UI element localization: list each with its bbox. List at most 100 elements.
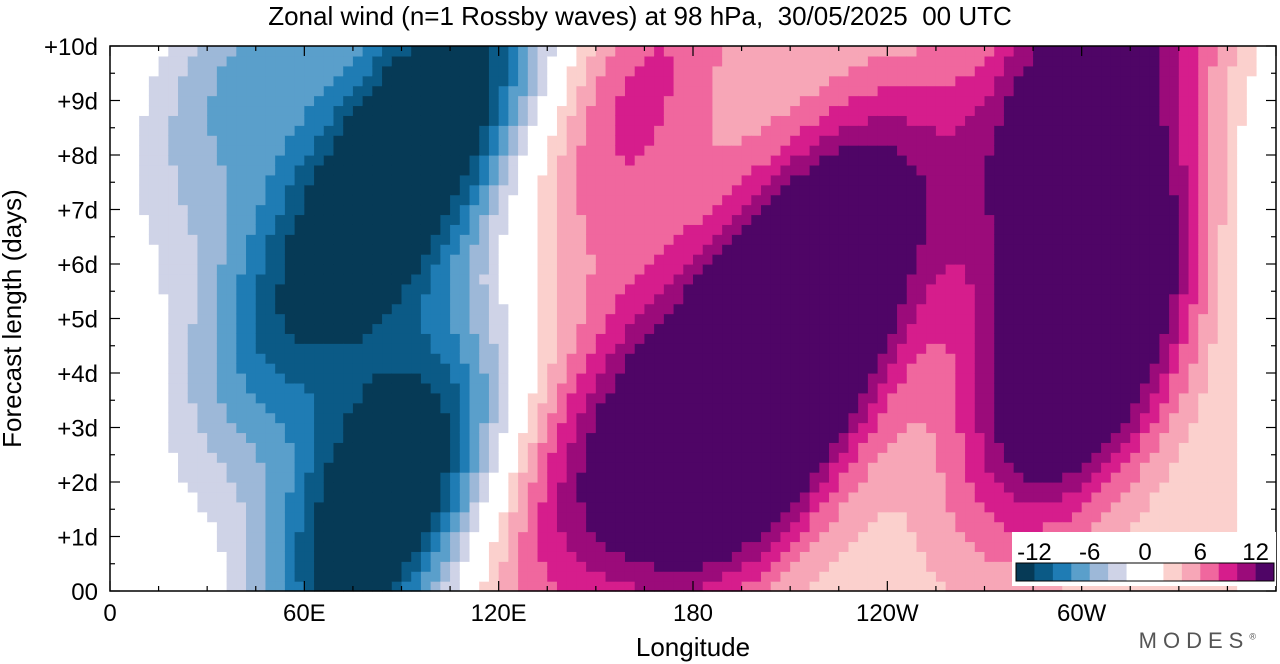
contour-cell <box>343 115 354 126</box>
contour-cell <box>644 55 655 67</box>
contour-cell <box>926 194 937 206</box>
contour-cell <box>362 115 373 126</box>
contour-cell <box>207 283 218 295</box>
contour-cell <box>547 254 558 265</box>
contour-cell <box>508 323 519 334</box>
contour-cell <box>877 46 888 57</box>
contour-cell <box>226 442 237 453</box>
contour-cell <box>304 85 315 97</box>
contour-cell <box>110 402 121 414</box>
contour-cell <box>945 135 956 146</box>
contour-cell <box>634 214 646 225</box>
contour-cell <box>148 531 160 543</box>
contour-cell <box>401 184 412 196</box>
contour-cell <box>984 511 995 523</box>
contour-cell <box>459 363 471 374</box>
contour-cell <box>955 452 966 463</box>
contour-cell <box>829 224 840 235</box>
contour-cell <box>372 283 383 295</box>
contour-cell <box>420 442 432 453</box>
contour-cell <box>255 174 267 186</box>
contour-cell <box>556 303 568 315</box>
contour-cell <box>576 343 587 354</box>
contour-cell <box>527 313 539 325</box>
contour-cell <box>187 155 199 166</box>
contour-cell <box>809 343 820 354</box>
contour-cell <box>187 501 199 513</box>
contour-cell <box>556 531 568 543</box>
contour-cell <box>216 412 228 424</box>
contour-cell <box>683 521 694 533</box>
contour-cell <box>809 135 820 146</box>
contour-cell <box>945 75 956 87</box>
contour-cell <box>906 353 918 364</box>
contour-cell <box>693 105 704 116</box>
contour-cell <box>362 145 373 156</box>
contour-cell <box>634 273 646 285</box>
contour-cell <box>207 551 218 562</box>
contour-cell <box>246 412 257 424</box>
contour-cell <box>683 145 694 156</box>
contour-cell <box>984 135 995 146</box>
contour-cell <box>148 442 160 453</box>
contour-cell <box>372 224 383 235</box>
contour-cell <box>469 95 480 107</box>
contour-cell <box>401 561 412 572</box>
contour-cell <box>216 313 228 325</box>
contour-cell <box>566 353 577 364</box>
contour-cell <box>634 531 646 543</box>
contour-cell <box>178 214 189 225</box>
contour-cell <box>722 392 733 404</box>
contour-cell <box>178 164 189 176</box>
contour-cell <box>916 273 927 285</box>
contour-cell <box>168 353 179 364</box>
contour-cell <box>498 125 509 136</box>
contour-cell <box>411 531 422 543</box>
contour-cell <box>518 214 529 225</box>
contour-cell <box>401 75 412 87</box>
contour-cell <box>848 462 859 473</box>
contour-cell <box>197 442 208 453</box>
contour-cell <box>420 571 432 582</box>
contour-cell <box>382 254 393 265</box>
contour-cell <box>935 363 947 374</box>
contour-cell <box>877 224 888 235</box>
contour-cell <box>372 452 383 463</box>
contour-cell <box>343 234 354 245</box>
contour-cell <box>848 472 859 483</box>
contour-cell <box>158 75 169 87</box>
contour-cell <box>178 155 189 166</box>
contour-cell <box>547 155 558 166</box>
contour-cell <box>751 412 762 424</box>
contour-cell <box>780 254 791 265</box>
contour-cell <box>401 531 412 543</box>
contour-cell <box>216 55 228 67</box>
contour-cell <box>178 551 189 562</box>
contour-cell <box>411 214 422 225</box>
contour-cell <box>158 581 169 592</box>
contour-cell <box>595 65 607 77</box>
contour-cell <box>819 125 830 136</box>
contour-cell <box>216 432 228 443</box>
contour-cell <box>207 303 218 315</box>
contour-cell <box>343 501 354 513</box>
contour-cell <box>906 155 918 166</box>
contour-cell <box>741 521 752 533</box>
contour-cell <box>547 402 558 414</box>
contour-cell <box>226 531 237 543</box>
contour-cell <box>479 462 490 473</box>
contour-cell <box>139 313 150 325</box>
contour-cell <box>255 373 267 384</box>
contour-cell <box>790 55 801 67</box>
contour-cell <box>566 214 577 225</box>
contour-cell <box>294 531 305 543</box>
contour-cell <box>440 125 451 136</box>
contour-cell <box>430 135 441 146</box>
contour-cell <box>518 273 529 285</box>
contour-cell <box>294 422 305 434</box>
contour-cell <box>683 135 694 146</box>
contour-cell <box>207 55 218 67</box>
contour-cell <box>877 254 888 265</box>
contour-cell <box>634 85 646 97</box>
contour-cell <box>858 462 869 473</box>
